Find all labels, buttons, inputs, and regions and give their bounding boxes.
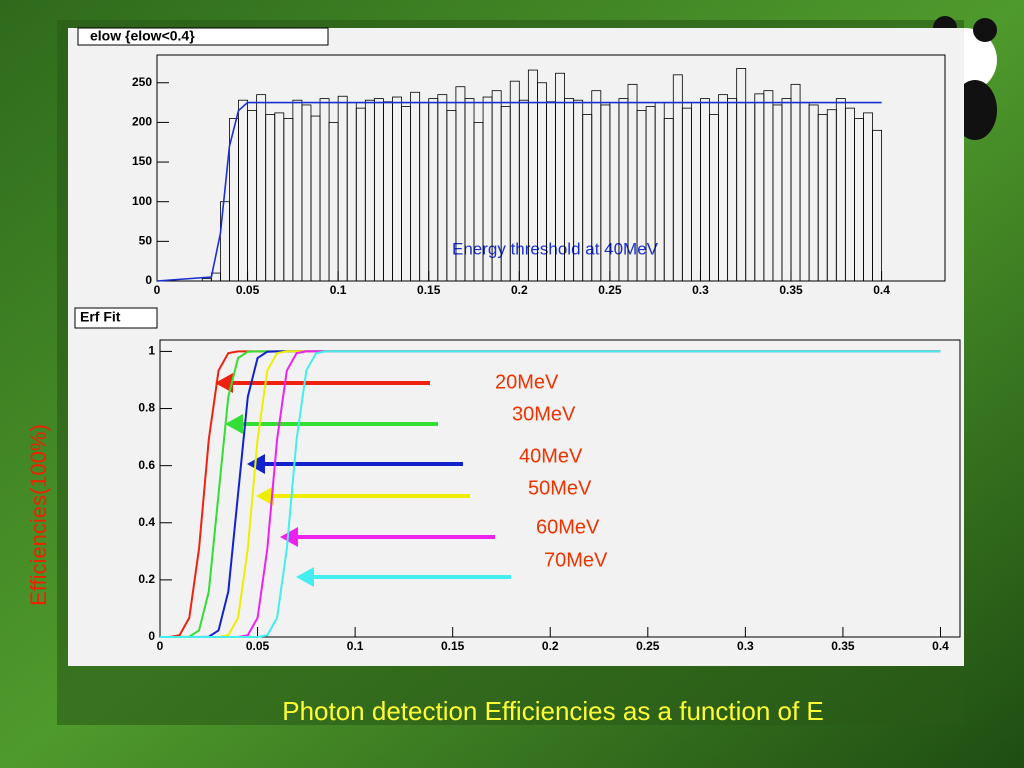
x-tick-label: 0.4 [873,283,890,297]
y-tick-label: 0.2 [138,572,155,586]
arrow-head [225,414,243,434]
y-tick-label: 100 [132,194,152,208]
legend-label: 30MeV [512,403,576,425]
arrow-head [280,527,298,547]
x-tick-label: 0.15 [417,283,441,297]
title-box [74,307,158,329]
y-tick-label: 0 [148,629,155,643]
y-axis-label: Efficiencies(100%) [26,424,51,606]
legend-label: 50MeV [528,477,592,499]
x-tick-label: 0.2 [542,639,559,653]
x-tick-label: 0.25 [636,639,660,653]
legend-label: 40MeV [519,445,583,467]
y-tick-label: 0.6 [138,458,155,472]
legend-label: 60MeV [536,516,600,538]
x-tick-label: 0.15 [441,639,465,653]
fit-line [156,101,882,282]
title-box [77,27,329,46]
x-tick-label: 0.3 [737,639,754,653]
x-tick-label: 0.35 [779,283,803,297]
x-tick-label: 0.25 [598,283,622,297]
y-tick-label: 1 [148,344,155,358]
plot-panel [68,28,964,666]
chart-title: elow {elow<0.4} [90,28,195,44]
x-tick-label: 0.2 [511,283,528,297]
x-tick-label: 0.1 [347,639,364,653]
arrow-head [296,567,314,587]
y-tick-label: 0 [145,273,152,287]
curve [160,350,941,638]
x-tick-label: 0 [157,639,164,653]
y-tick-label: 250 [132,75,152,89]
legend-label: 70MeV [544,549,608,571]
arrow-head [215,373,233,393]
axes-frame [159,339,961,638]
caption: Photon detection Efficiencies as a funct… [282,696,824,726]
histogram-bar [872,129,882,282]
x-tick-label: 0 [154,283,161,297]
y-tick-label: 0.4 [138,515,155,529]
x-tick-label: 0.05 [246,639,270,653]
y-tick-label: 0.8 [138,401,155,415]
chart-title: Erf Fit [80,309,121,325]
x-tick-label: 0.05 [236,283,260,297]
y-tick-label: 150 [132,154,152,168]
y-tick-label: 200 [132,115,152,129]
legend-label: 20MeV [495,371,559,393]
x-tick-label: 0.3 [692,283,709,297]
y-tick-label: 50 [139,234,153,248]
arrow-head [256,486,274,506]
x-tick-label: 0.35 [831,639,855,653]
x-tick-label: 0.4 [932,639,949,653]
x-tick-label: 0.1 [330,283,347,297]
